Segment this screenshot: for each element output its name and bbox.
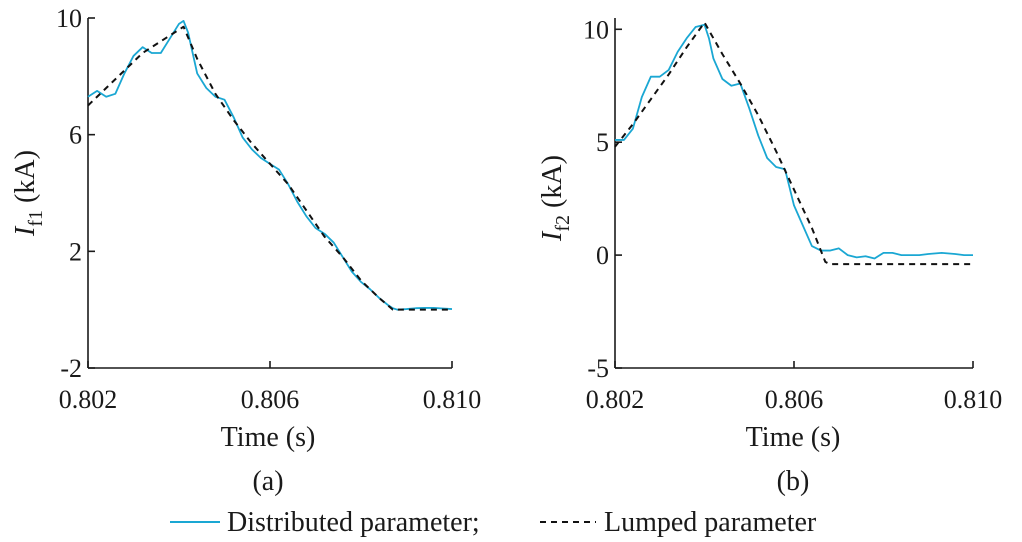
panel-a-y-tick-label: -2 (60, 354, 82, 383)
panel-a-x-axis-label: Time (s) (221, 422, 316, 453)
panel-a-x-tick-label: 0.802 (59, 385, 118, 414)
panel-a-label: (a) (252, 466, 283, 497)
panel-a-y-axis-unit: (kA) (10, 150, 41, 210)
legend-label-lumped: Lumped parameter (604, 507, 817, 538)
panel-b-y-axis-symbol: I (537, 230, 568, 242)
panel-a-y-axis-label: If1 (kA) (10, 150, 47, 237)
legend-label-distributed: Distributed parameter; (227, 507, 480, 538)
legend: Distributed parameter; Lumped parameter (170, 507, 817, 538)
panel-a-x-tick-label: 0.810 (423, 385, 482, 414)
panel-a-y-axis-subscript: f1 (25, 210, 47, 227)
panel-b-x-tick-label: 0.806 (765, 385, 824, 414)
panel-a-x-tick-label: 0.806 (241, 385, 300, 414)
panel-b-series-distributed-line (615, 23, 973, 260)
panel-b-y-tick-label: 5 (596, 128, 609, 157)
panel-b-y-tick-label: -5 (587, 354, 609, 383)
panel-b-y-axis-label: If2 (kA) (537, 155, 574, 242)
panel-b-label: (b) (777, 466, 810, 497)
panel-a-y-tick-label: 10 (56, 4, 82, 33)
panel-b-x-tick-label: 0.810 (944, 385, 1003, 414)
panel-b-y-tick-label: 10 (583, 15, 609, 44)
panel-b-y-axis-subscript: f2 (552, 215, 574, 232)
panel-a-plot-area: -2 2 6 10 0.802 0.806 0.810 (56, 4, 481, 414)
panel-a-y-tick-label: 6 (69, 121, 82, 150)
panel-b-y-axis-unit: (kA) (537, 155, 568, 215)
panel-a-y-tick-label: 2 (69, 237, 82, 266)
panel-b-y-tick-label: 0 (596, 241, 609, 270)
panel-b-series-lumped-line (614, 21, 973, 266)
panel-b-x-tick-label: 0.802 (586, 385, 645, 414)
panel-a-series-lumped-line (87, 25, 452, 311)
panel-b-plot-area: -5 0 5 10 0.802 0.806 0.810 (583, 15, 1002, 414)
panel-a-y-axis-symbol: I (10, 225, 41, 237)
panel-b-x-axis-label: Time (s) (746, 422, 841, 453)
